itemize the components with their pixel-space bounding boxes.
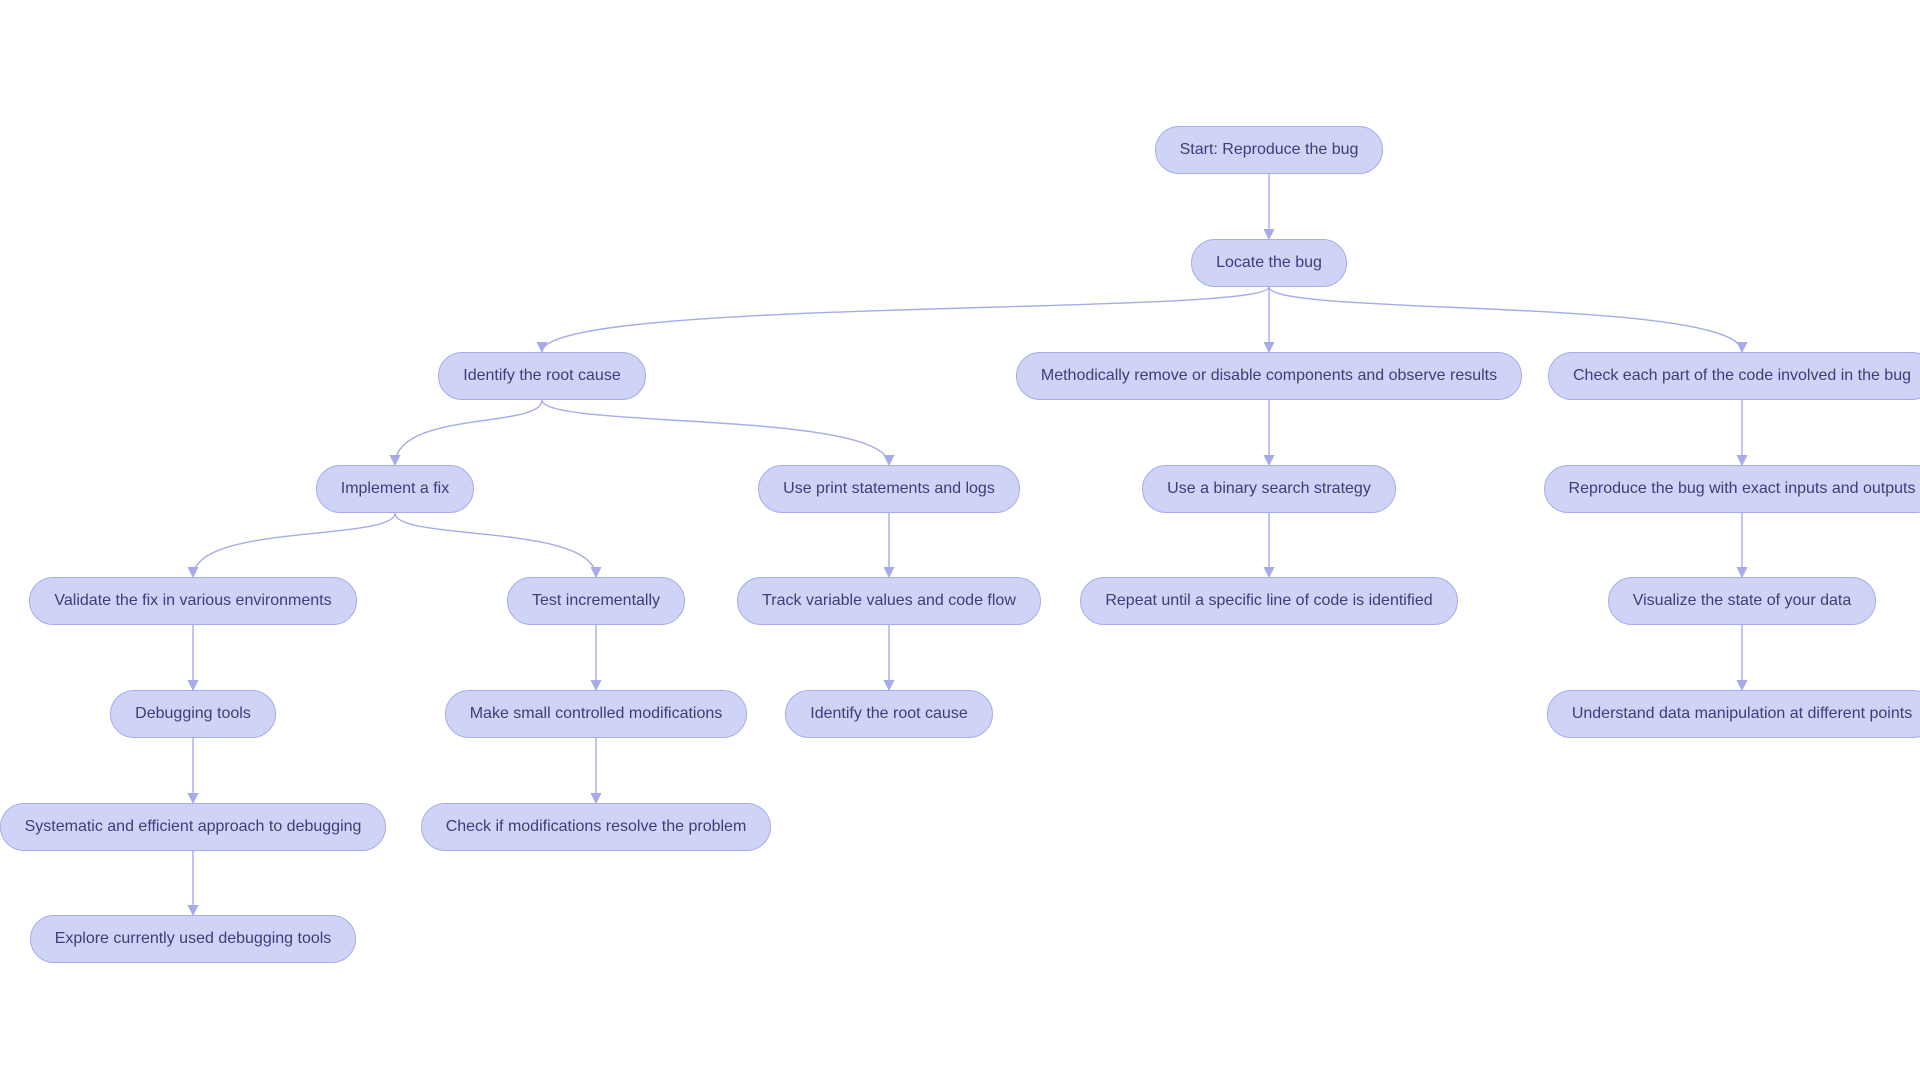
flowchart-node[interactable]: Start: Reproduce the bug bbox=[1155, 126, 1384, 174]
flowchart-node-label: Make small controlled modifications bbox=[470, 705, 723, 723]
flowchart-node-label: Repeat until a specific line of code is … bbox=[1105, 592, 1432, 610]
flowchart-node-label: Check if modifications resolve the probl… bbox=[446, 818, 747, 836]
flowchart-edge bbox=[542, 287, 1269, 352]
flowchart-node[interactable]: Track variable values and code flow bbox=[737, 577, 1041, 625]
flowchart-node-label: Explore currently used debugging tools bbox=[55, 930, 332, 948]
flowchart-node-label: Track variable values and code flow bbox=[762, 592, 1016, 610]
flowchart-node-label: Understand data manipulation at differen… bbox=[1572, 705, 1912, 723]
flowchart-node-label: Use a binary search strategy bbox=[1167, 480, 1371, 498]
flowchart-node[interactable]: Visualize the state of your data bbox=[1608, 577, 1877, 625]
flowchart-node[interactable]: Explore currently used debugging tools bbox=[30, 915, 357, 963]
flowchart-node[interactable]: Repeat until a specific line of code is … bbox=[1080, 577, 1457, 625]
flowchart-node-label: Check each part of the code involved in … bbox=[1573, 367, 1911, 385]
flowchart-edge bbox=[193, 513, 395, 577]
flowchart-node[interactable]: Reproduce the bug with exact inputs and … bbox=[1544, 465, 1920, 513]
flowchart-node-label: Implement a fix bbox=[341, 480, 449, 498]
flowchart-edge bbox=[1269, 287, 1742, 352]
flowchart-node-label: Identify the root cause bbox=[810, 705, 967, 723]
flowchart-node[interactable]: Debugging tools bbox=[110, 690, 276, 738]
flowchart-node-label: Reproduce the bug with exact inputs and … bbox=[1569, 480, 1916, 498]
flowchart-node[interactable]: Identify the root cause bbox=[438, 352, 645, 400]
flowchart-node[interactable]: Test incrementally bbox=[507, 577, 685, 625]
flowchart-node-label: Methodically remove or disable component… bbox=[1041, 367, 1497, 385]
flowchart-node[interactable]: Check if modifications resolve the probl… bbox=[421, 803, 772, 851]
flowchart-node-label: Debugging tools bbox=[135, 705, 251, 723]
flowchart-node-label: Systematic and efficient approach to deb… bbox=[25, 818, 362, 836]
flowchart-node[interactable]: Make small controlled modifications bbox=[445, 690, 748, 738]
flowchart-node[interactable]: Validate the fix in various environments bbox=[29, 577, 356, 625]
flowchart-edge bbox=[395, 513, 596, 577]
flowchart-canvas: Start: Reproduce the bug Locate the bug Id… bbox=[0, 0, 1920, 1080]
flowchart-node-label: Identify the root cause bbox=[463, 367, 620, 385]
flowchart-node-label: Start: Reproduce the bug bbox=[1180, 141, 1359, 159]
flowchart-edge bbox=[395, 400, 542, 465]
flowchart-node[interactable]: Use a binary search strategy bbox=[1142, 465, 1396, 513]
flowchart-node-label: Locate the bug bbox=[1216, 254, 1322, 272]
flowchart-node[interactable]: Implement a fix bbox=[316, 465, 474, 513]
flowchart-node[interactable]: Check each part of the code involved in … bbox=[1548, 352, 1920, 400]
flowchart-node[interactable]: Locate the bug bbox=[1191, 239, 1347, 287]
flowchart-node-label: Visualize the state of your data bbox=[1633, 592, 1852, 610]
flowchart-node[interactable]: Understand data manipulation at differen… bbox=[1547, 690, 1920, 738]
flowchart-node[interactable]: Identify the root cause bbox=[785, 690, 992, 738]
flowchart-node[interactable]: Systematic and efficient approach to deb… bbox=[0, 803, 386, 851]
flowchart-node[interactable]: Use print statements and logs bbox=[758, 465, 1020, 513]
flowchart-node-label: Use print statements and logs bbox=[783, 480, 995, 498]
flowchart-node-label: Validate the fix in various environments bbox=[54, 592, 331, 610]
flowchart-edge bbox=[542, 400, 889, 465]
flowchart-node[interactable]: Methodically remove or disable component… bbox=[1016, 352, 1522, 400]
flowchart-node-label: Test incrementally bbox=[532, 592, 660, 610]
